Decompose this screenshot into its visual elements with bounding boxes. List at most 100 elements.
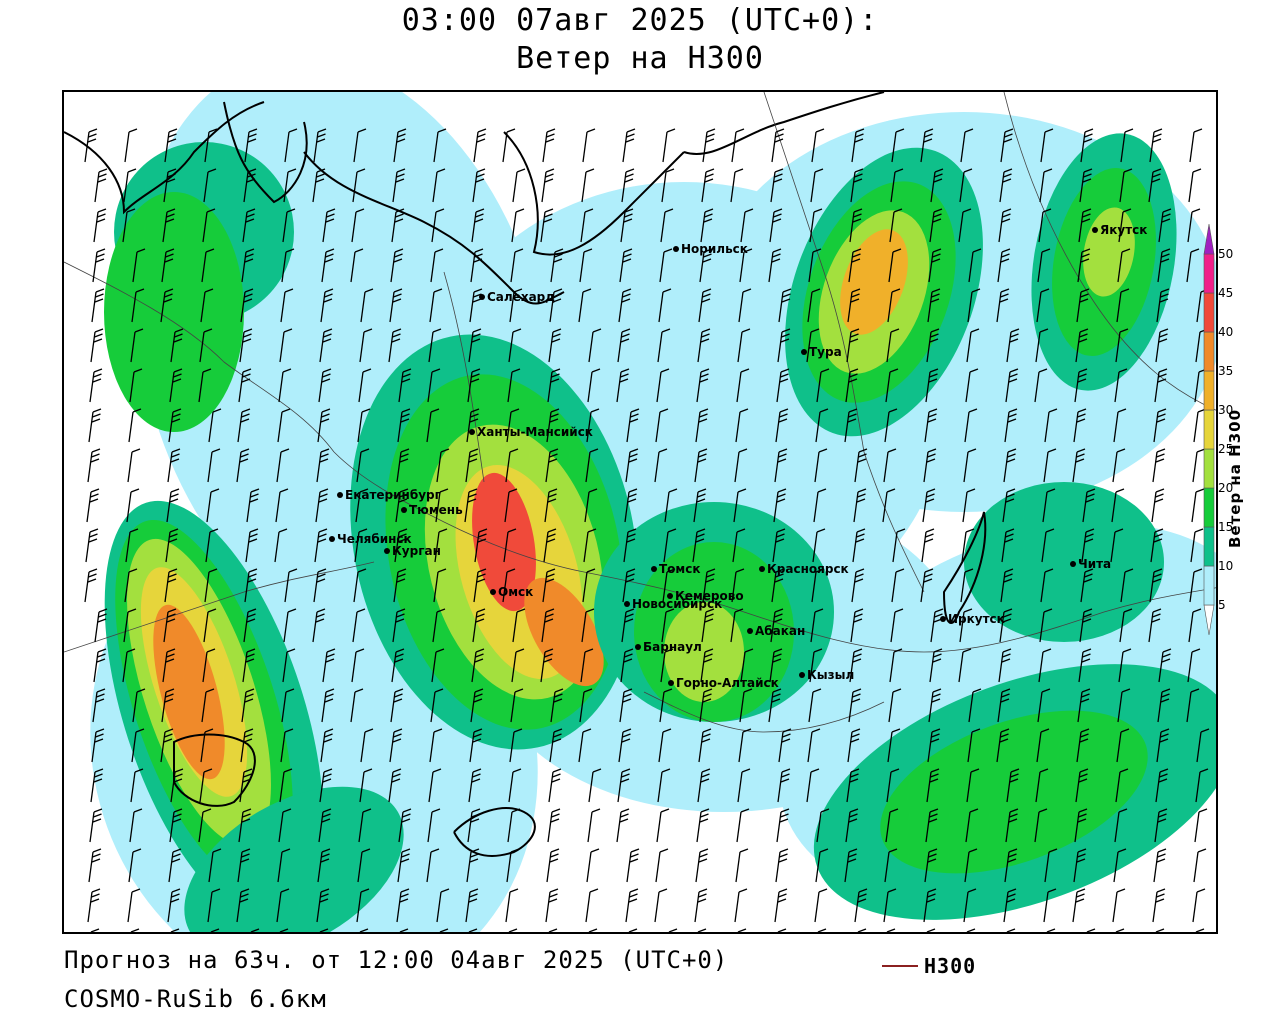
wind-barb bbox=[891, 128, 905, 163]
wind-barb bbox=[700, 648, 714, 683]
wind-barb bbox=[1076, 728, 1090, 763]
city-dot bbox=[329, 536, 335, 542]
wind-barb bbox=[731, 128, 745, 163]
wind-barb bbox=[239, 768, 253, 803]
wind-barb bbox=[1112, 888, 1126, 923]
admin-border bbox=[583, 571, 925, 653]
wind-barb bbox=[1116, 288, 1130, 323]
wind-barb bbox=[471, 208, 485, 243]
wind-speed-area bbox=[664, 602, 744, 702]
wind-barb bbox=[697, 928, 707, 932]
wind-barb bbox=[1187, 648, 1201, 683]
wind-barb bbox=[965, 368, 979, 403]
wind-barb bbox=[167, 888, 181, 923]
wind-barb bbox=[807, 288, 821, 323]
wind-barb bbox=[508, 328, 522, 363]
wind-barb bbox=[1195, 768, 1209, 803]
wind-barb bbox=[315, 488, 329, 523]
wind-barb bbox=[998, 648, 1012, 683]
wind-barb bbox=[1155, 928, 1165, 932]
wind-barb bbox=[166, 488, 180, 523]
admin-border bbox=[333, 451, 585, 573]
wind-barb bbox=[695, 408, 709, 443]
forecast-info: Прогноз на 63ч. от 12:00 04авг 2025 (UTC… bbox=[64, 946, 729, 974]
city-dot bbox=[384, 548, 390, 554]
wind-barb bbox=[736, 808, 750, 843]
wind-barb bbox=[433, 568, 447, 603]
legend-swatch bbox=[1203, 487, 1215, 528]
wind-barb bbox=[508, 928, 518, 932]
wind-barb bbox=[1192, 888, 1206, 923]
wind-barb bbox=[284, 568, 298, 603]
wind-barb bbox=[319, 768, 333, 803]
coastline bbox=[64, 101, 265, 215]
wind-barb bbox=[541, 608, 555, 643]
wind-barb bbox=[809, 648, 823, 683]
wind-barb bbox=[275, 488, 289, 523]
wind-barb bbox=[319, 928, 329, 932]
wind-barb bbox=[435, 488, 449, 523]
wind-speed-fields bbox=[90, 92, 1216, 932]
contour-key: H300 bbox=[882, 954, 976, 978]
legend-tick-label: 35 bbox=[1218, 364, 1233, 378]
wind-barb bbox=[206, 488, 220, 523]
legend-swatch bbox=[1203, 253, 1215, 294]
wind-barb bbox=[810, 168, 824, 203]
wind-barb bbox=[846, 328, 860, 363]
wind-barb bbox=[1004, 848, 1018, 883]
wind-barb bbox=[429, 728, 443, 763]
contour-key-line bbox=[882, 965, 918, 967]
wind-barb bbox=[396, 448, 410, 483]
legend-swatch bbox=[1203, 370, 1215, 411]
wind-barb bbox=[88, 408, 102, 443]
wind-barb bbox=[164, 128, 178, 163]
wind-barb bbox=[94, 608, 108, 643]
wind-barb bbox=[584, 488, 598, 523]
wind-barb bbox=[1082, 488, 1096, 523]
wind-barb bbox=[358, 808, 372, 843]
wind-barb bbox=[924, 408, 938, 443]
wind-barb bbox=[814, 448, 828, 483]
wind-barb bbox=[1000, 568, 1014, 603]
wind-barb bbox=[390, 248, 404, 283]
wind-barb bbox=[130, 328, 144, 363]
wind-barb bbox=[625, 448, 639, 483]
coastline bbox=[683, 92, 885, 155]
wind-barb bbox=[769, 648, 783, 683]
wind-barb bbox=[770, 168, 784, 203]
city-label: Иркутск bbox=[948, 612, 1005, 626]
wind-barb bbox=[353, 568, 367, 603]
wind-barb bbox=[1004, 408, 1018, 443]
wind-barb bbox=[654, 888, 668, 923]
wind-barb bbox=[1002, 488, 1016, 523]
city-label: Томск bbox=[659, 562, 701, 576]
wind-barb bbox=[1078, 208, 1092, 243]
legend-swatch bbox=[1203, 331, 1215, 372]
wind-barb bbox=[389, 288, 403, 323]
wind-speed-area bbox=[153, 604, 225, 780]
wind-barb bbox=[470, 688, 484, 723]
wind-barb bbox=[1157, 248, 1171, 283]
wind-barb bbox=[585, 448, 599, 483]
wind-barb bbox=[1154, 368, 1168, 403]
legend-upper-wedge bbox=[1203, 223, 1215, 255]
wind-barb bbox=[628, 928, 638, 932]
wind-barb bbox=[241, 688, 255, 723]
city-dot bbox=[940, 616, 946, 622]
wind-barb bbox=[588, 768, 602, 803]
wind-barb bbox=[808, 688, 822, 723]
wind-barb bbox=[1086, 928, 1096, 932]
wind-barb bbox=[160, 728, 174, 763]
wind-barb bbox=[1034, 368, 1048, 403]
wind-barb bbox=[546, 848, 560, 883]
wind-barb bbox=[1152, 888, 1166, 923]
wind-barb bbox=[586, 408, 600, 443]
wind-barb bbox=[1117, 248, 1131, 283]
wind-barb bbox=[510, 248, 524, 283]
wind-barb bbox=[439, 928, 449, 932]
wind-barb bbox=[1046, 928, 1056, 932]
wind-barb bbox=[360, 728, 374, 763]
wind-barb bbox=[1075, 328, 1089, 363]
wind-barb bbox=[966, 328, 980, 363]
wind-barb bbox=[472, 608, 486, 643]
